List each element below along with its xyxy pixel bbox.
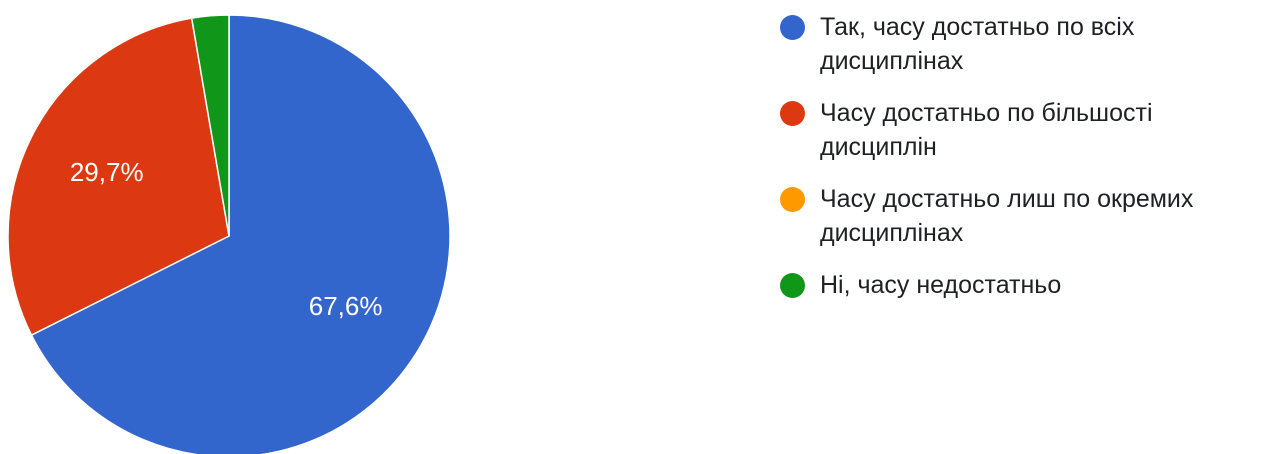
pie-chart: 67,6% 29,7% [7,14,451,454]
legend-item[interactable]: Так, часу достатньо по всіх дисциплінах [776,10,1266,78]
legend-label: Часу достатньо лиш по окремих дисципліна… [820,185,1194,247]
slice-most-disciplines[interactable] [7,17,230,337]
legend-marker [780,187,805,212]
slice-value-label: 29,7% [70,157,144,187]
legend-marker [780,273,805,298]
slice-not-enough[interactable] [190,14,230,237]
legend-item[interactable]: Часу достатньо лиш по окремих дисципліна… [776,182,1266,250]
legend-marker [780,15,805,40]
pie-value-labels: 67,6% 29,7% [70,157,383,321]
pie-slices [7,14,451,454]
legend-label: Часу достатньо по більшості дисциплін [820,99,1153,161]
legend-label: Ні, часу недостатньо [820,271,1062,299]
slice-all-disciplines[interactable] [30,14,451,454]
legend-item[interactable]: Часу достатньо по більшості дисциплін [776,96,1266,164]
legend-label: Так, часу достатньо по всіх дисциплінах [820,13,1135,75]
legend-item[interactable]: Ні, часу недостатньо [776,268,1266,302]
legend-marker [780,101,805,126]
slice-value-label: 67,6% [309,291,383,321]
chart-legend: Так, часу достатньо по всіх дисциплінах … [776,10,1266,320]
